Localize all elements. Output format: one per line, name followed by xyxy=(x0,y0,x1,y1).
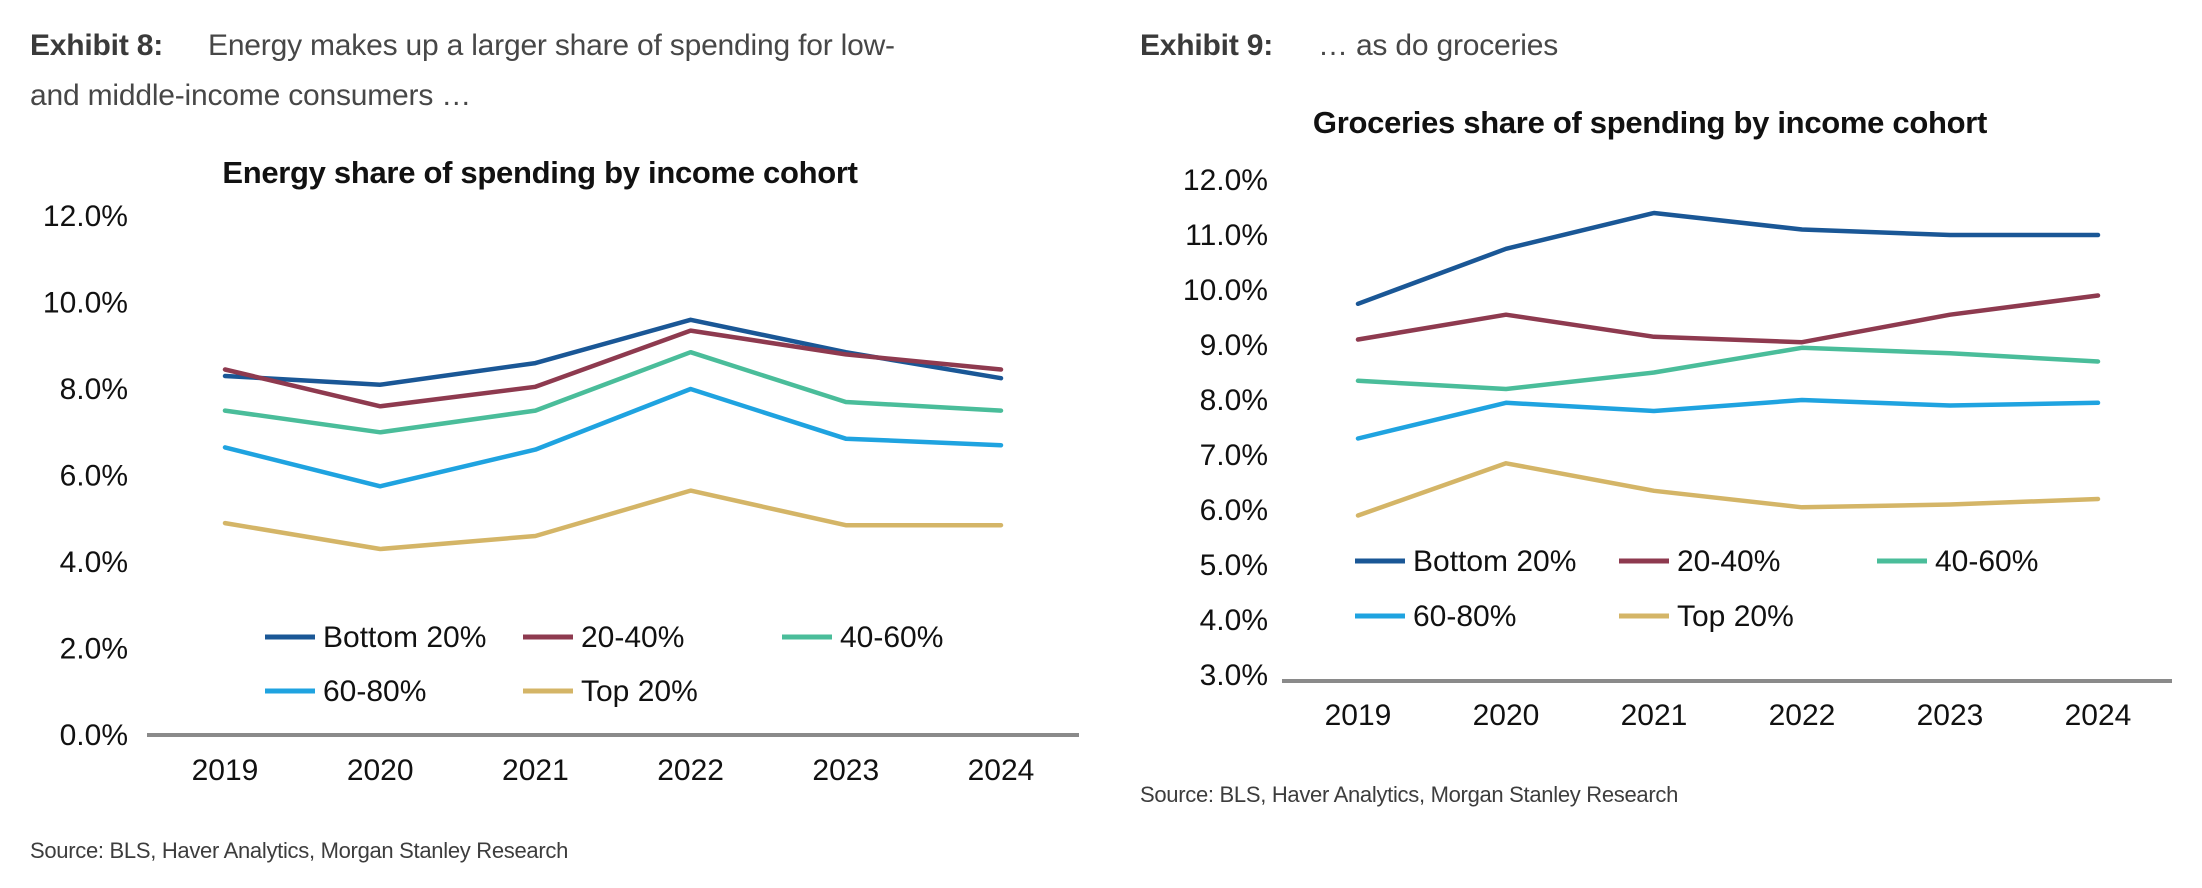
y-axis-tick-label: 7.0% xyxy=(1200,439,1268,472)
y-axis-tick-label: 12.0% xyxy=(1183,164,1268,197)
x-axis-tick-label: 2021 xyxy=(502,754,569,787)
exhibit-9-header-line1: Exhibit 9: … as do groceries xyxy=(1140,21,1558,71)
chart-title-1: Groceries share of spending by income co… xyxy=(1313,105,1987,140)
y-axis-tick-label: 12.0% xyxy=(43,200,128,233)
legend-label-60-80: 60-80% xyxy=(323,675,426,708)
y-axis-tick-label: 10.0% xyxy=(43,287,128,320)
legend-label-40-60: 40-60% xyxy=(1935,545,2038,578)
y-axis-tick-label: 4.0% xyxy=(1200,604,1268,637)
legend-label-bottom-20: Bottom 20% xyxy=(1413,545,1576,578)
series-line-bottom-20 xyxy=(222,317,1004,387)
legend-label-20-40: 20-40% xyxy=(581,621,684,654)
series-line-bottom-20 xyxy=(1355,210,2101,307)
y-axis-tick-label: 8.0% xyxy=(1200,384,1268,417)
y-axis-tick-label: 6.0% xyxy=(60,460,128,493)
y-axis-tick-label: 9.0% xyxy=(1200,329,1268,362)
legend-label-40-60: 40-60% xyxy=(840,621,943,654)
legend-label-60-80: 60-80% xyxy=(1413,600,1516,633)
series-line-40-60 xyxy=(222,349,1004,435)
legend-label-top-20: Top 20% xyxy=(581,675,698,708)
legend-label-top-20: Top 20% xyxy=(1677,600,1794,633)
x-axis-tick-label: 2019 xyxy=(1325,699,1392,732)
x-axis-tick-label: 2022 xyxy=(657,754,724,787)
series-line-20-40 xyxy=(1355,293,2101,345)
exhibit-8-header: Exhibit 8: Energy makes up a larger share… xyxy=(30,21,895,121)
y-axis-tick-label: 11.0% xyxy=(1185,219,1268,252)
x-axis-tick-label: 2024 xyxy=(968,754,1035,787)
exhibit-9-header: Exhibit 9: … as do groceries xyxy=(1140,21,1558,71)
exhibit-9-source: Source: BLS, Haver Analytics, Morgan Sta… xyxy=(1140,782,1679,807)
y-axis-tick-label: 4.0% xyxy=(60,546,128,579)
y-axis-tick-label: 10.0% xyxy=(1183,274,1268,307)
series-line-20-40 xyxy=(222,328,1004,409)
legend-label-20-40: 20-40% xyxy=(1677,545,1780,578)
y-axis-tick-label: 6.0% xyxy=(1200,494,1268,527)
exhibit-8-source: Source: BLS, Haver Analytics, Morgan Sta… xyxy=(30,838,569,863)
exhibit-8-caption-line2: and middle-income consumers … xyxy=(30,79,472,112)
exhibit-8-label: Exhibit 8: xyxy=(30,29,164,62)
series-line-60-80 xyxy=(1355,397,2101,441)
y-axis-tick-label: 5.0% xyxy=(1200,549,1268,582)
x-axis-tick-label: 2022 xyxy=(1769,699,1836,732)
exhibit-8-header-line1: Exhibit 8: Energy makes up a larger share… xyxy=(30,21,895,71)
series-line-top-20 xyxy=(1355,461,2101,518)
x-axis-tick-label: 2023 xyxy=(1917,699,1984,732)
series-line-60-80 xyxy=(222,386,1004,489)
x-axis-tick-label: 2024 xyxy=(2065,699,2132,732)
y-axis-tick-label: 2.0% xyxy=(60,633,128,666)
x-axis-tick-label: 2021 xyxy=(1621,699,1688,732)
x-axis-tick-label: 2023 xyxy=(812,754,879,787)
y-axis-tick-label: 0.0% xyxy=(60,719,128,752)
chart-title-0: Energy share of spending by income cohor… xyxy=(222,155,857,190)
y-axis-tick-label: 8.0% xyxy=(60,373,128,406)
series-line-top-20 xyxy=(222,488,1004,552)
x-axis-tick-label: 2020 xyxy=(1473,699,1540,732)
legend-label-bottom-20: Bottom 20% xyxy=(323,621,486,654)
x-axis-tick-label: 2019 xyxy=(192,754,259,787)
exhibit-8-caption-line1: Energy makes up a larger share of spendi… xyxy=(208,29,895,62)
exhibit-9-caption-line1: … as do groceries xyxy=(1318,29,1559,62)
x-axis-tick-label: 2020 xyxy=(347,754,414,787)
exhibit-9-label: Exhibit 9: xyxy=(1140,29,1274,62)
series-line-40-60 xyxy=(1355,345,2101,392)
y-axis-tick-label: 3.0% xyxy=(1200,659,1268,692)
